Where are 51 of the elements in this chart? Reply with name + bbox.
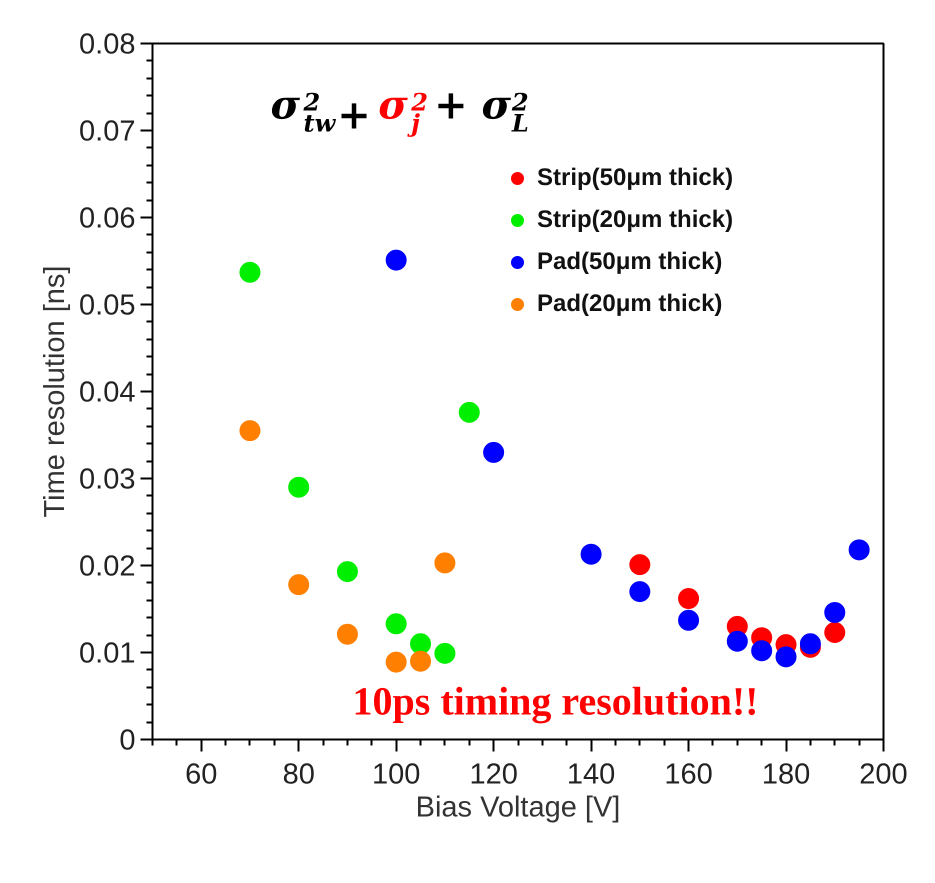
y-tick-label: 0.02 <box>79 550 136 582</box>
point <box>386 613 407 634</box>
y-tick-label: 0.05 <box>79 290 136 322</box>
x-tick-label: 160 <box>664 758 713 790</box>
point <box>386 652 407 673</box>
x-axis-title: Bias Voltage [V] <box>416 792 620 824</box>
y-tick-label: 0.03 <box>79 464 136 496</box>
legend-label: Pad(50μm thick) <box>537 248 722 276</box>
legend-label: Strip(50μm thick) <box>537 164 734 192</box>
point <box>726 630 748 652</box>
y-tick-label: 0.08 <box>79 28 136 60</box>
point <box>629 581 650 602</box>
point <box>824 602 846 623</box>
point <box>410 633 432 654</box>
point <box>580 544 602 565</box>
point <box>336 624 358 645</box>
point <box>629 554 650 576</box>
x-tick-label: 100 <box>372 758 420 790</box>
point <box>824 622 846 643</box>
legend-label: Strip(20μm thick) <box>537 206 734 234</box>
point <box>751 640 772 662</box>
point <box>434 552 456 574</box>
point <box>800 633 821 654</box>
point <box>386 250 407 271</box>
point <box>239 262 260 283</box>
point <box>678 610 700 631</box>
point <box>458 402 480 423</box>
point <box>483 442 504 463</box>
x-tick-label: 80 <box>282 758 315 790</box>
point <box>336 561 358 582</box>
x-tick-label: 60 <box>185 758 218 790</box>
x-tick-label: 120 <box>469 758 518 790</box>
point <box>239 420 260 442</box>
x-tick-label: 180 <box>762 758 810 790</box>
point <box>776 646 797 668</box>
point <box>288 476 310 498</box>
point <box>434 642 456 664</box>
y-tick-label: 0.06 <box>79 202 136 234</box>
point <box>410 650 432 672</box>
point <box>288 574 310 596</box>
y-axis-title: Time resolution [ns] <box>39 266 72 518</box>
annotation: 10ps timing resolution!! <box>352 678 758 724</box>
y-tick-label: 0.01 <box>79 638 136 670</box>
y-tick-label: 0 <box>119 724 136 756</box>
x-tick-label: 140 <box>566 758 616 790</box>
point <box>848 539 870 560</box>
y-tick-label: 0.07 <box>79 116 136 148</box>
x-tick-label: 200 <box>859 758 908 790</box>
y-tick-label: 0.04 <box>79 376 136 408</box>
point <box>678 588 700 610</box>
legend-label: Pad(20μm thick) <box>537 290 722 318</box>
